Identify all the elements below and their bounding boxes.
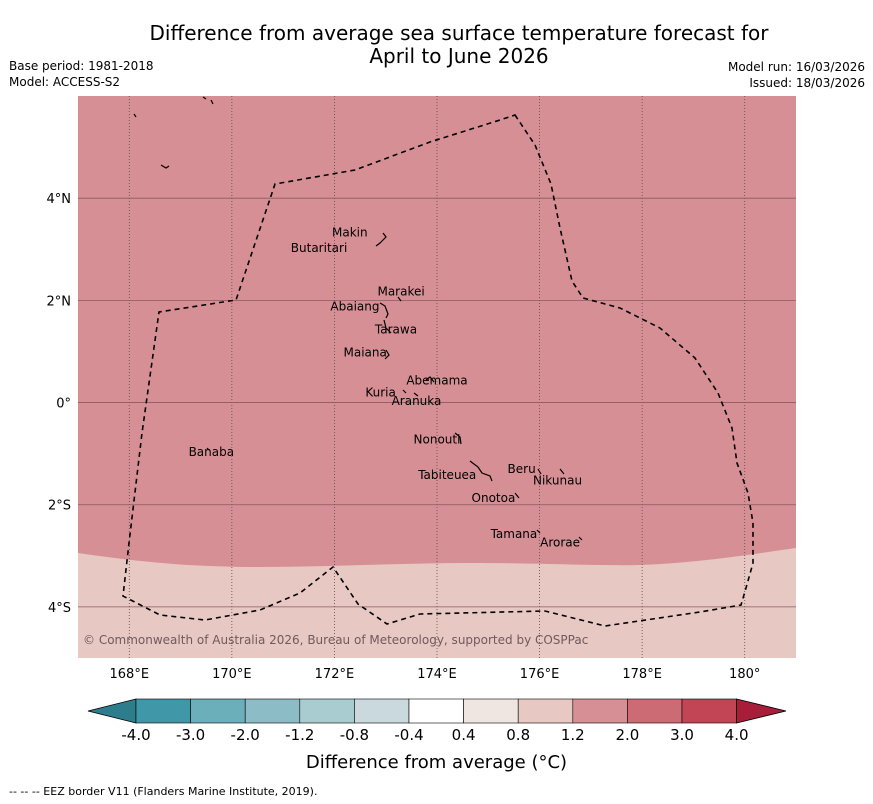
model-info: Base period: 1981-2018 Model: ACCESS-S2 xyxy=(9,58,154,90)
place-label-aranuka: Aranuka xyxy=(392,394,442,408)
place-label-maiana: Maiana xyxy=(344,346,387,360)
title-line-1: Difference from average sea surface temp… xyxy=(149,21,769,45)
graticule xyxy=(78,96,796,658)
place-label-banaba: Banaba xyxy=(189,445,235,459)
lat-tick-label: 0° xyxy=(56,397,71,412)
colorbar-segment xyxy=(627,698,683,724)
place-label-onotoa: Onotoa xyxy=(472,491,516,505)
eez-footnote: -- -- -- EEZ border V11 (Flanders Marine… xyxy=(9,785,318,798)
colorbar-tick-label: -0.8 xyxy=(339,726,370,744)
lat-tick-label: 4°S xyxy=(48,601,71,616)
colorbar-segment xyxy=(354,698,410,724)
model-name: Model: ACCESS-S2 xyxy=(9,75,121,89)
colorbar-extend-low xyxy=(87,698,137,724)
place-label-abaiang: Abaiang xyxy=(330,300,379,314)
issued-date: Issued: 18/03/2026 xyxy=(749,76,865,90)
place-label-marakei: Marakei xyxy=(377,284,424,298)
colorbar-tick-label: -1.2 xyxy=(285,726,315,744)
colorbar-tick-label: 2.0 xyxy=(615,726,640,744)
place-label-butaritari: Butaritari xyxy=(291,241,348,255)
colorbar-tick-label: 4.0 xyxy=(724,726,749,744)
lat-tick-label: 4°N xyxy=(47,192,72,207)
colorbar-segment xyxy=(244,698,301,724)
title-line-2: April to June 2026 xyxy=(369,44,549,68)
lon-tick-label: 168°E xyxy=(110,667,150,682)
lon-tick-label: 174°E xyxy=(417,667,457,682)
colorbar xyxy=(87,698,787,724)
colorbar-tick-label: -2.0 xyxy=(230,726,260,744)
place-label-nonouti: Nonouti xyxy=(414,432,461,446)
colorbar-segment xyxy=(135,698,191,724)
colorbar-tick-label: 0.8 xyxy=(506,726,531,744)
lon-tick-label: 180° xyxy=(729,667,760,682)
lon-tick-label: 176°E xyxy=(520,667,560,682)
colorbar-segment xyxy=(190,698,246,724)
colorbar-tick-label: -4.0 xyxy=(121,726,151,744)
axis-labels: 168°E 170°E 172°E 174°E 176°E 178°E 180° 4°N 2°N… xyxy=(47,192,761,682)
colorbar-segment xyxy=(408,698,464,724)
place-label-arorae: Arorae xyxy=(540,536,580,550)
colorbar-segment xyxy=(681,698,737,724)
colorbar-tick-label: 0.4 xyxy=(451,726,476,744)
place-label-tamana: Tamana xyxy=(490,527,538,541)
colorbar-title: Difference from average (°C) xyxy=(305,752,568,773)
place-label-beru: Beru xyxy=(508,462,536,476)
place-label-kuria: Kuria xyxy=(365,385,396,399)
colorbar-segment xyxy=(572,698,628,724)
eez-border xyxy=(122,114,754,627)
colorbar-tick-labels: -4.0 -3.0 -2.0 -1.2 -0.8 -0.4 0.4 0.8 1.2 2.0 3.0 4… xyxy=(0,726,873,746)
model-run: Model run: 16/03/2026 xyxy=(727,60,865,74)
colorbar-segment xyxy=(463,698,519,724)
islands xyxy=(133,96,583,541)
place-label-tarawa: Tarawa xyxy=(374,323,417,337)
place-label-nikunau: Nikunau xyxy=(533,473,582,487)
colorbar-segment xyxy=(517,698,574,724)
place-label-tabiteuea: Tabiteuea xyxy=(417,468,476,482)
place-label-makin: Makin xyxy=(332,226,368,240)
copyright-text: © Commonwealth of Australia 2026, Bureau… xyxy=(83,633,588,647)
lon-tick-label: 172°E xyxy=(315,667,355,682)
colorbar-extend-high xyxy=(736,698,787,724)
lat-tick-label: 2°N xyxy=(47,294,72,309)
base-period: Base period: 1981-2018 xyxy=(9,59,154,73)
chart-title: Difference from average sea surface temp… xyxy=(90,22,828,68)
place-label-abemama: Abemama xyxy=(406,374,467,388)
colorbar-tick-label: 3.0 xyxy=(670,726,694,744)
colorbar-tick-label: -3.0 xyxy=(175,726,206,744)
colorbar-tick-label: 1.2 xyxy=(560,726,585,744)
colorbar-tick-label: -0.4 xyxy=(394,726,424,744)
lon-tick-label: 170°E xyxy=(212,667,252,682)
issue-info: Model run: 16/03/2026 Issued: 18/03/2026 xyxy=(728,59,865,91)
colorbar-segment xyxy=(299,698,355,724)
lat-tick-label: 2°S xyxy=(48,499,71,514)
lon-tick-label: 178°E xyxy=(622,667,662,682)
